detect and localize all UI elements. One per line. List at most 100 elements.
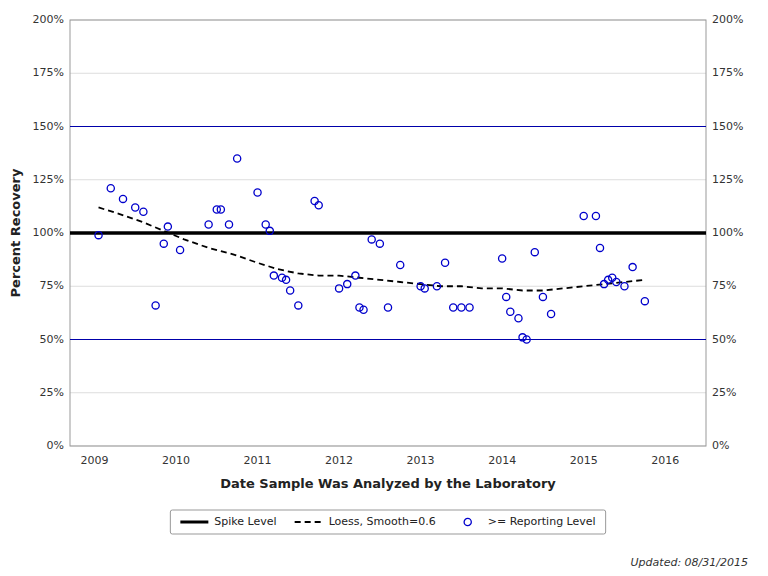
scatter-point xyxy=(176,246,183,253)
grid-line xyxy=(70,392,706,393)
legend-label: Spike Level xyxy=(214,515,276,528)
y2-tick-label: 175% xyxy=(712,66,743,79)
scatter-point xyxy=(531,249,538,256)
x-tick-label: 2012 xyxy=(325,454,353,467)
scatter-point xyxy=(152,302,159,309)
reference-line xyxy=(70,339,706,340)
grid-line xyxy=(70,339,706,340)
scatter-point xyxy=(441,259,448,266)
y-tick-label: 175% xyxy=(33,66,64,79)
x-tick-label: 2010 xyxy=(162,454,190,467)
scatter-point xyxy=(160,240,167,247)
y2-tick-label: 75% xyxy=(712,279,736,292)
y-tick-label: 200% xyxy=(33,13,64,26)
grid-line xyxy=(70,126,706,127)
grid-line xyxy=(70,73,706,74)
grid-line xyxy=(70,179,706,180)
y2-tick-label: 25% xyxy=(712,386,736,399)
data xyxy=(70,127,706,344)
plot-frame xyxy=(70,20,706,446)
scatter-point xyxy=(499,255,506,262)
scatter-point xyxy=(580,212,587,219)
scatter-point xyxy=(523,336,530,343)
scatter-point xyxy=(397,261,404,268)
scatter-point xyxy=(515,315,522,322)
scatter-point xyxy=(107,185,114,192)
x-tick-label: 2014 xyxy=(488,454,516,467)
x-tick-label: 2015 xyxy=(570,454,598,467)
x-tick-label: 2016 xyxy=(651,454,679,467)
scatter-point xyxy=(119,195,126,202)
y-tick-label: 50% xyxy=(40,333,64,346)
scatter-point xyxy=(352,272,359,279)
loess-line xyxy=(99,207,645,290)
legend-label: >= Reporting Level xyxy=(488,515,596,528)
scatter-point xyxy=(384,304,391,311)
scatter-point xyxy=(547,310,554,317)
scatter-point xyxy=(205,221,212,228)
y-tick-label: 75% xyxy=(40,279,64,292)
scatter-point xyxy=(458,304,465,311)
scatter-point xyxy=(282,276,289,283)
scatter-point xyxy=(613,278,620,285)
y2-tick-label: 200% xyxy=(712,13,743,26)
annotation: Updated: 08/31/2015 xyxy=(631,556,748,569)
scatter-point xyxy=(234,155,241,162)
scatter-point xyxy=(225,221,232,228)
y2-tick-label: 50% xyxy=(712,333,736,346)
chart: 0% 25% 50% 75% 100% 125% 150% 175% 200% 0% 25% 50% 7… xyxy=(0,0,768,576)
scatter-point xyxy=(433,283,440,290)
y-tick-label: 150% xyxy=(33,120,64,133)
scatter-point xyxy=(466,304,473,311)
scatter-point xyxy=(270,272,277,279)
y-tick-label: 125% xyxy=(33,173,64,186)
legend-box xyxy=(170,510,605,534)
scatter-point xyxy=(600,281,607,288)
axes: 0% 25% 50% 75% 100% 125% 150% 175% 200% 0% 25% 50% 7… xyxy=(33,13,744,467)
y2-tick-label: 150% xyxy=(712,120,743,133)
scatter-point xyxy=(140,208,147,215)
scatter-point xyxy=(254,189,261,196)
x-tick-label: 2009 xyxy=(80,454,108,467)
scatter-point xyxy=(503,293,510,300)
x-tick-label: 2011 xyxy=(244,454,272,467)
scatter-point xyxy=(311,197,318,204)
scatter-point xyxy=(596,244,603,251)
scatter-point xyxy=(368,236,375,243)
reference-line xyxy=(70,126,706,127)
grid-line xyxy=(70,286,706,287)
x-tick-label: 2013 xyxy=(407,454,435,467)
y-tick-label: 0% xyxy=(47,439,64,452)
scatter-point xyxy=(344,281,351,288)
scatter-point xyxy=(132,204,139,211)
scatter-point xyxy=(95,232,102,239)
y2-tick-label: 125% xyxy=(712,173,743,186)
legend-line xyxy=(180,521,208,524)
legend-item: Loess, Smooth=0.6 xyxy=(295,515,436,528)
scatter-point xyxy=(217,206,224,213)
scatter-point xyxy=(507,308,514,315)
scatter-point xyxy=(295,302,302,309)
scatter-point xyxy=(287,287,294,294)
scatter-point xyxy=(539,293,546,300)
legend: Spike Level Loess, Smooth=0.6 >= Reporting… xyxy=(170,510,605,534)
scatter-point xyxy=(421,285,428,292)
legend-item: >= Reporting Level xyxy=(464,515,596,528)
grid-line xyxy=(70,233,706,234)
grid xyxy=(70,20,706,446)
scatter-point xyxy=(360,306,367,313)
x-axis-label: Date Sample Was Analyzed by the Laborato… xyxy=(220,476,556,491)
y2-tick-label: 100% xyxy=(712,226,743,239)
y-tick-label: 25% xyxy=(40,386,64,399)
scatter-point xyxy=(609,274,616,281)
legend-marker xyxy=(464,518,471,525)
legend-line xyxy=(295,521,323,523)
scatter-point xyxy=(266,227,273,234)
legend-item: Spike Level xyxy=(180,515,276,528)
y2-tick-label: 0% xyxy=(712,439,729,452)
y-tick-label: 100% xyxy=(33,226,64,239)
scatter-point xyxy=(164,223,171,230)
scatter-point xyxy=(629,263,636,270)
scatter-point xyxy=(335,285,342,292)
scatter-point xyxy=(450,304,457,311)
